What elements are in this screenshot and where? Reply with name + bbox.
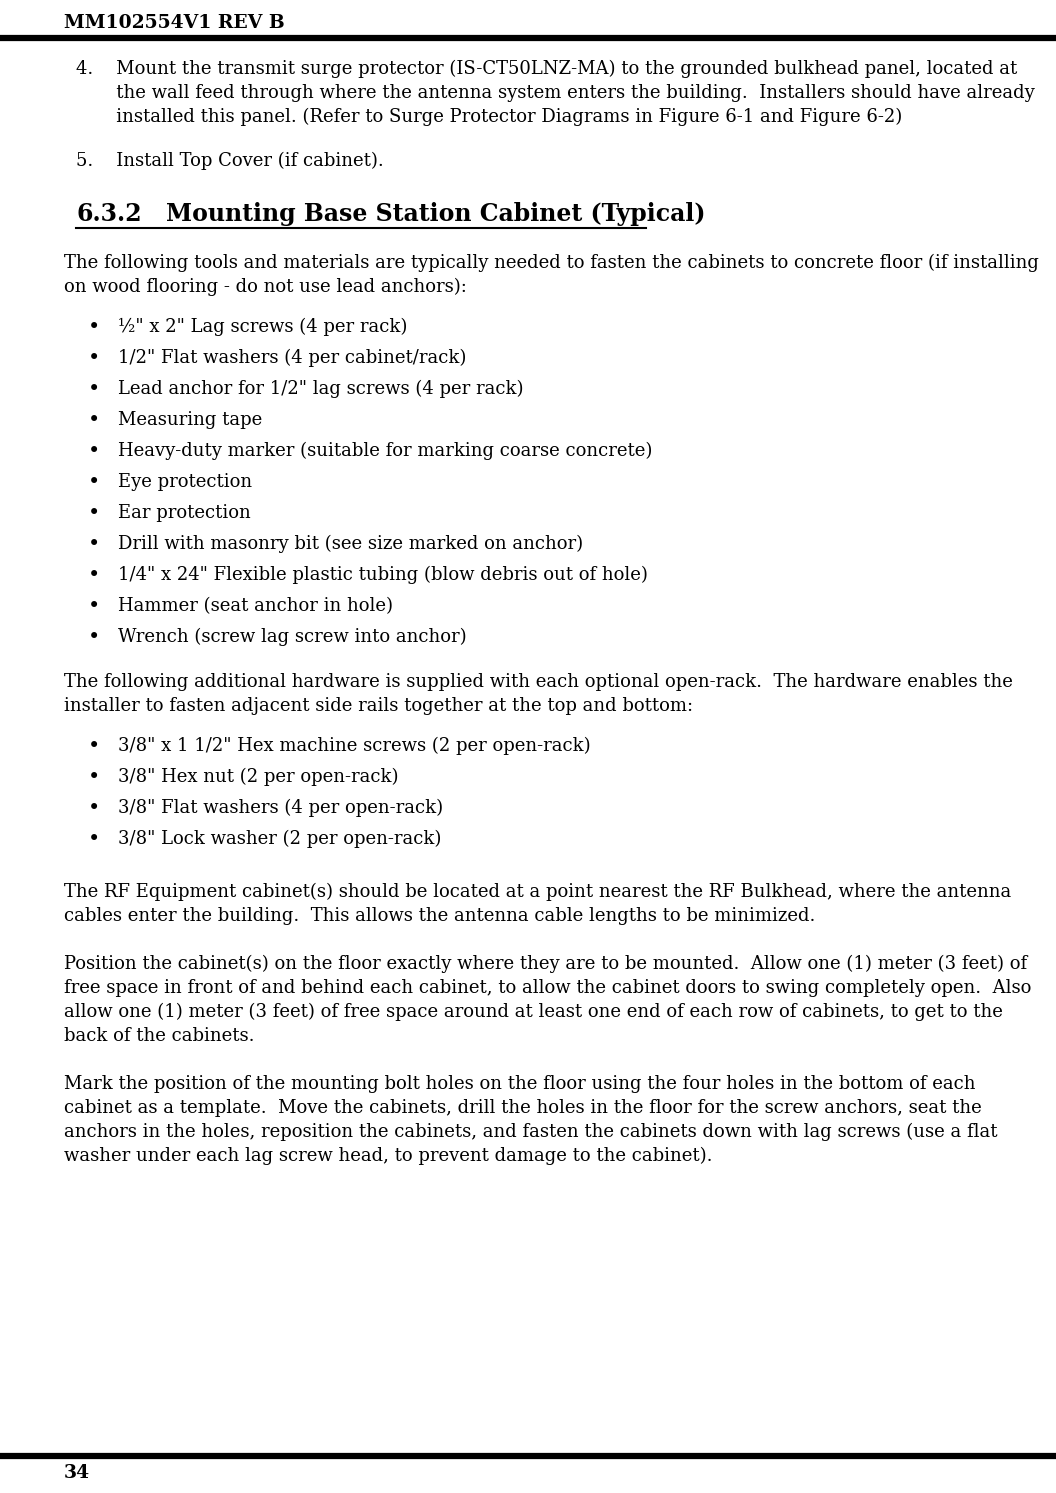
Text: Mounting Base Station Cabinet (Typical): Mounting Base Station Cabinet (Typical) [166,202,705,225]
Text: •: • [88,597,100,617]
Text: anchors in the holes, reposition the cabinets, and fasten the cabinets down with: anchors in the holes, reposition the cab… [64,1123,998,1141]
Text: on wood flooring - do not use lead anchors):: on wood flooring - do not use lead ancho… [64,278,467,296]
Text: The following additional hardware is supplied with each optional open-rack.  The: The following additional hardware is sup… [64,673,1013,691]
Text: •: • [88,767,100,787]
Text: The RF Equipment cabinet(s) should be located at a point nearest the RF Bulkhead: The RF Equipment cabinet(s) should be lo… [64,882,1012,902]
Text: 5.    Install Top Cover (if cabinet).: 5. Install Top Cover (if cabinet). [76,152,383,170]
Text: Ear protection: Ear protection [118,505,250,523]
Text: •: • [88,411,100,430]
Text: •: • [88,738,100,755]
Text: •: • [88,381,100,399]
Text: 4.    Mount the transmit surge protector (IS-CT50LNZ-MA) to the grounded bulkhea: 4. Mount the transmit surge protector (I… [76,60,1017,78]
Text: MM102554V1 REV B: MM102554V1 REV B [64,13,285,31]
Text: 6.3.2: 6.3.2 [76,202,142,225]
Text: Drill with masonry bit (see size marked on anchor): Drill with masonry bit (see size marked … [118,534,583,554]
Text: free space in front of and behind each cabinet, to allow the cabinet doors to sw: free space in front of and behind each c… [64,979,1032,997]
Text: 3/8" Hex nut (2 per open-rack): 3/8" Hex nut (2 per open-rack) [118,767,398,787]
Text: allow one (1) meter (3 feet) of free space around at least one end of each row o: allow one (1) meter (3 feet) of free spa… [64,1003,1003,1021]
Text: •: • [88,534,100,554]
Text: •: • [88,442,100,461]
Text: Position the cabinet(s) on the floor exactly where they are to be mounted.  Allo: Position the cabinet(s) on the floor exa… [64,956,1027,973]
Text: •: • [88,473,100,493]
Text: 3/8" Lock washer (2 per open-rack): 3/8" Lock washer (2 per open-rack) [118,830,441,848]
Text: Lead anchor for 1/2" lag screws (4 per rack): Lead anchor for 1/2" lag screws (4 per r… [118,381,524,399]
Text: washer under each lag screw head, to prevent damage to the cabinet).: washer under each lag screw head, to pre… [64,1147,713,1165]
Text: Measuring tape: Measuring tape [118,411,262,428]
Text: installed this panel. (Refer to Surge Protector Diagrams in Figure 6-1 and Figur: installed this panel. (Refer to Surge Pr… [76,107,902,127]
Text: installer to fasten adjacent side rails together at the top and bottom:: installer to fasten adjacent side rails … [64,697,693,715]
Text: 3/8" x 1 1/2" Hex machine screws (2 per open-rack): 3/8" x 1 1/2" Hex machine screws (2 per … [118,738,590,755]
Text: cables enter the building.  This allows the antenna cable lengths to be minimize: cables enter the building. This allows t… [64,908,815,926]
Text: •: • [88,566,100,585]
Text: 3/8" Flat washers (4 per open-rack): 3/8" Flat washers (4 per open-rack) [118,799,444,817]
Text: •: • [88,830,100,850]
Text: •: • [88,505,100,523]
Text: •: • [88,318,100,337]
Text: •: • [88,629,100,646]
Text: 1/4" x 24" Flexible plastic tubing (blow debris out of hole): 1/4" x 24" Flexible plastic tubing (blow… [118,566,648,584]
Text: back of the cabinets.: back of the cabinets. [64,1027,254,1045]
Text: 34: 34 [64,1465,90,1483]
Text: ½" x 2" Lag screws (4 per rack): ½" x 2" Lag screws (4 per rack) [118,318,408,336]
Text: Hammer (seat anchor in hole): Hammer (seat anchor in hole) [118,597,393,615]
Text: Heavy-duty marker (suitable for marking coarse concrete): Heavy-duty marker (suitable for marking … [118,442,653,460]
Text: Mark the position of the mounting bolt holes on the floor using the four holes i: Mark the position of the mounting bolt h… [64,1075,976,1093]
Text: the wall feed through where the antenna system enters the building.  Installers : the wall feed through where the antenna … [76,84,1035,102]
Text: Wrench (screw lag screw into anchor): Wrench (screw lag screw into anchor) [118,629,467,646]
Text: •: • [88,349,100,367]
Text: •: • [88,799,100,818]
Text: Eye protection: Eye protection [118,473,252,491]
Text: 1/2" Flat washers (4 per cabinet/rack): 1/2" Flat washers (4 per cabinet/rack) [118,349,467,367]
Text: cabinet as a template.  Move the cabinets, drill the holes in the floor for the : cabinet as a template. Move the cabinets… [64,1099,982,1117]
Text: The following tools and materials are typically needed to fasten the cabinets to: The following tools and materials are ty… [64,254,1039,272]
